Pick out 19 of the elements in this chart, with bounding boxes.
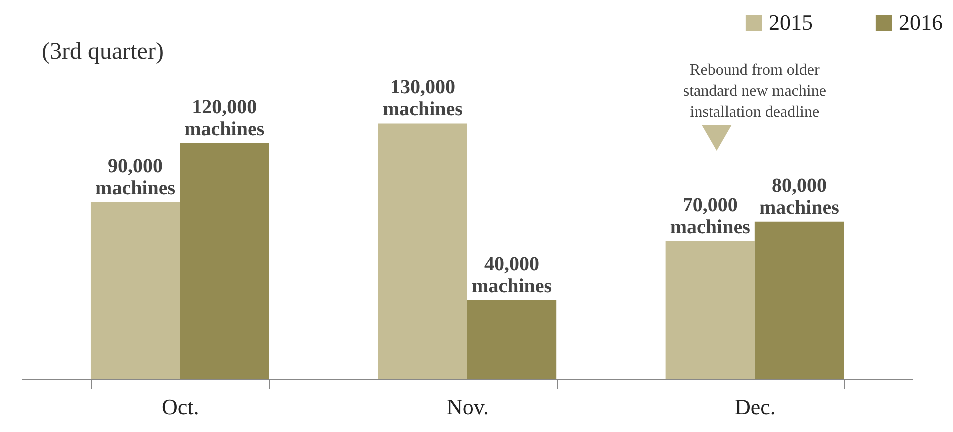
text: (3rd quarter): [42, 39, 164, 65]
data-label: 120,000 machines: [184, 96, 265, 140]
x-tick-label: Oct.: [162, 394, 200, 420]
bar: [180, 143, 270, 379]
data-label: 40,000 machines: [472, 253, 552, 298]
bar: [90, 202, 180, 379]
bar: [378, 124, 468, 379]
data-label: 130,000 machines: [382, 76, 464, 121]
bar: [754, 222, 844, 379]
x-tick-label: Dec.: [734, 394, 776, 420]
legend-label: 2016: [899, 10, 943, 35]
bar: [468, 300, 557, 379]
text: Rebound from older standard new machine installation deadline: [683, 62, 826, 121]
data-label: 90,000 machines: [96, 155, 176, 200]
data-label: 70,000 machines: [670, 194, 751, 239]
data-label: 80,000 machines: [759, 174, 840, 219]
bar: [666, 242, 755, 379]
legend-label: 2015: [769, 10, 813, 35]
x-tick-label: Nov.: [447, 394, 489, 420]
